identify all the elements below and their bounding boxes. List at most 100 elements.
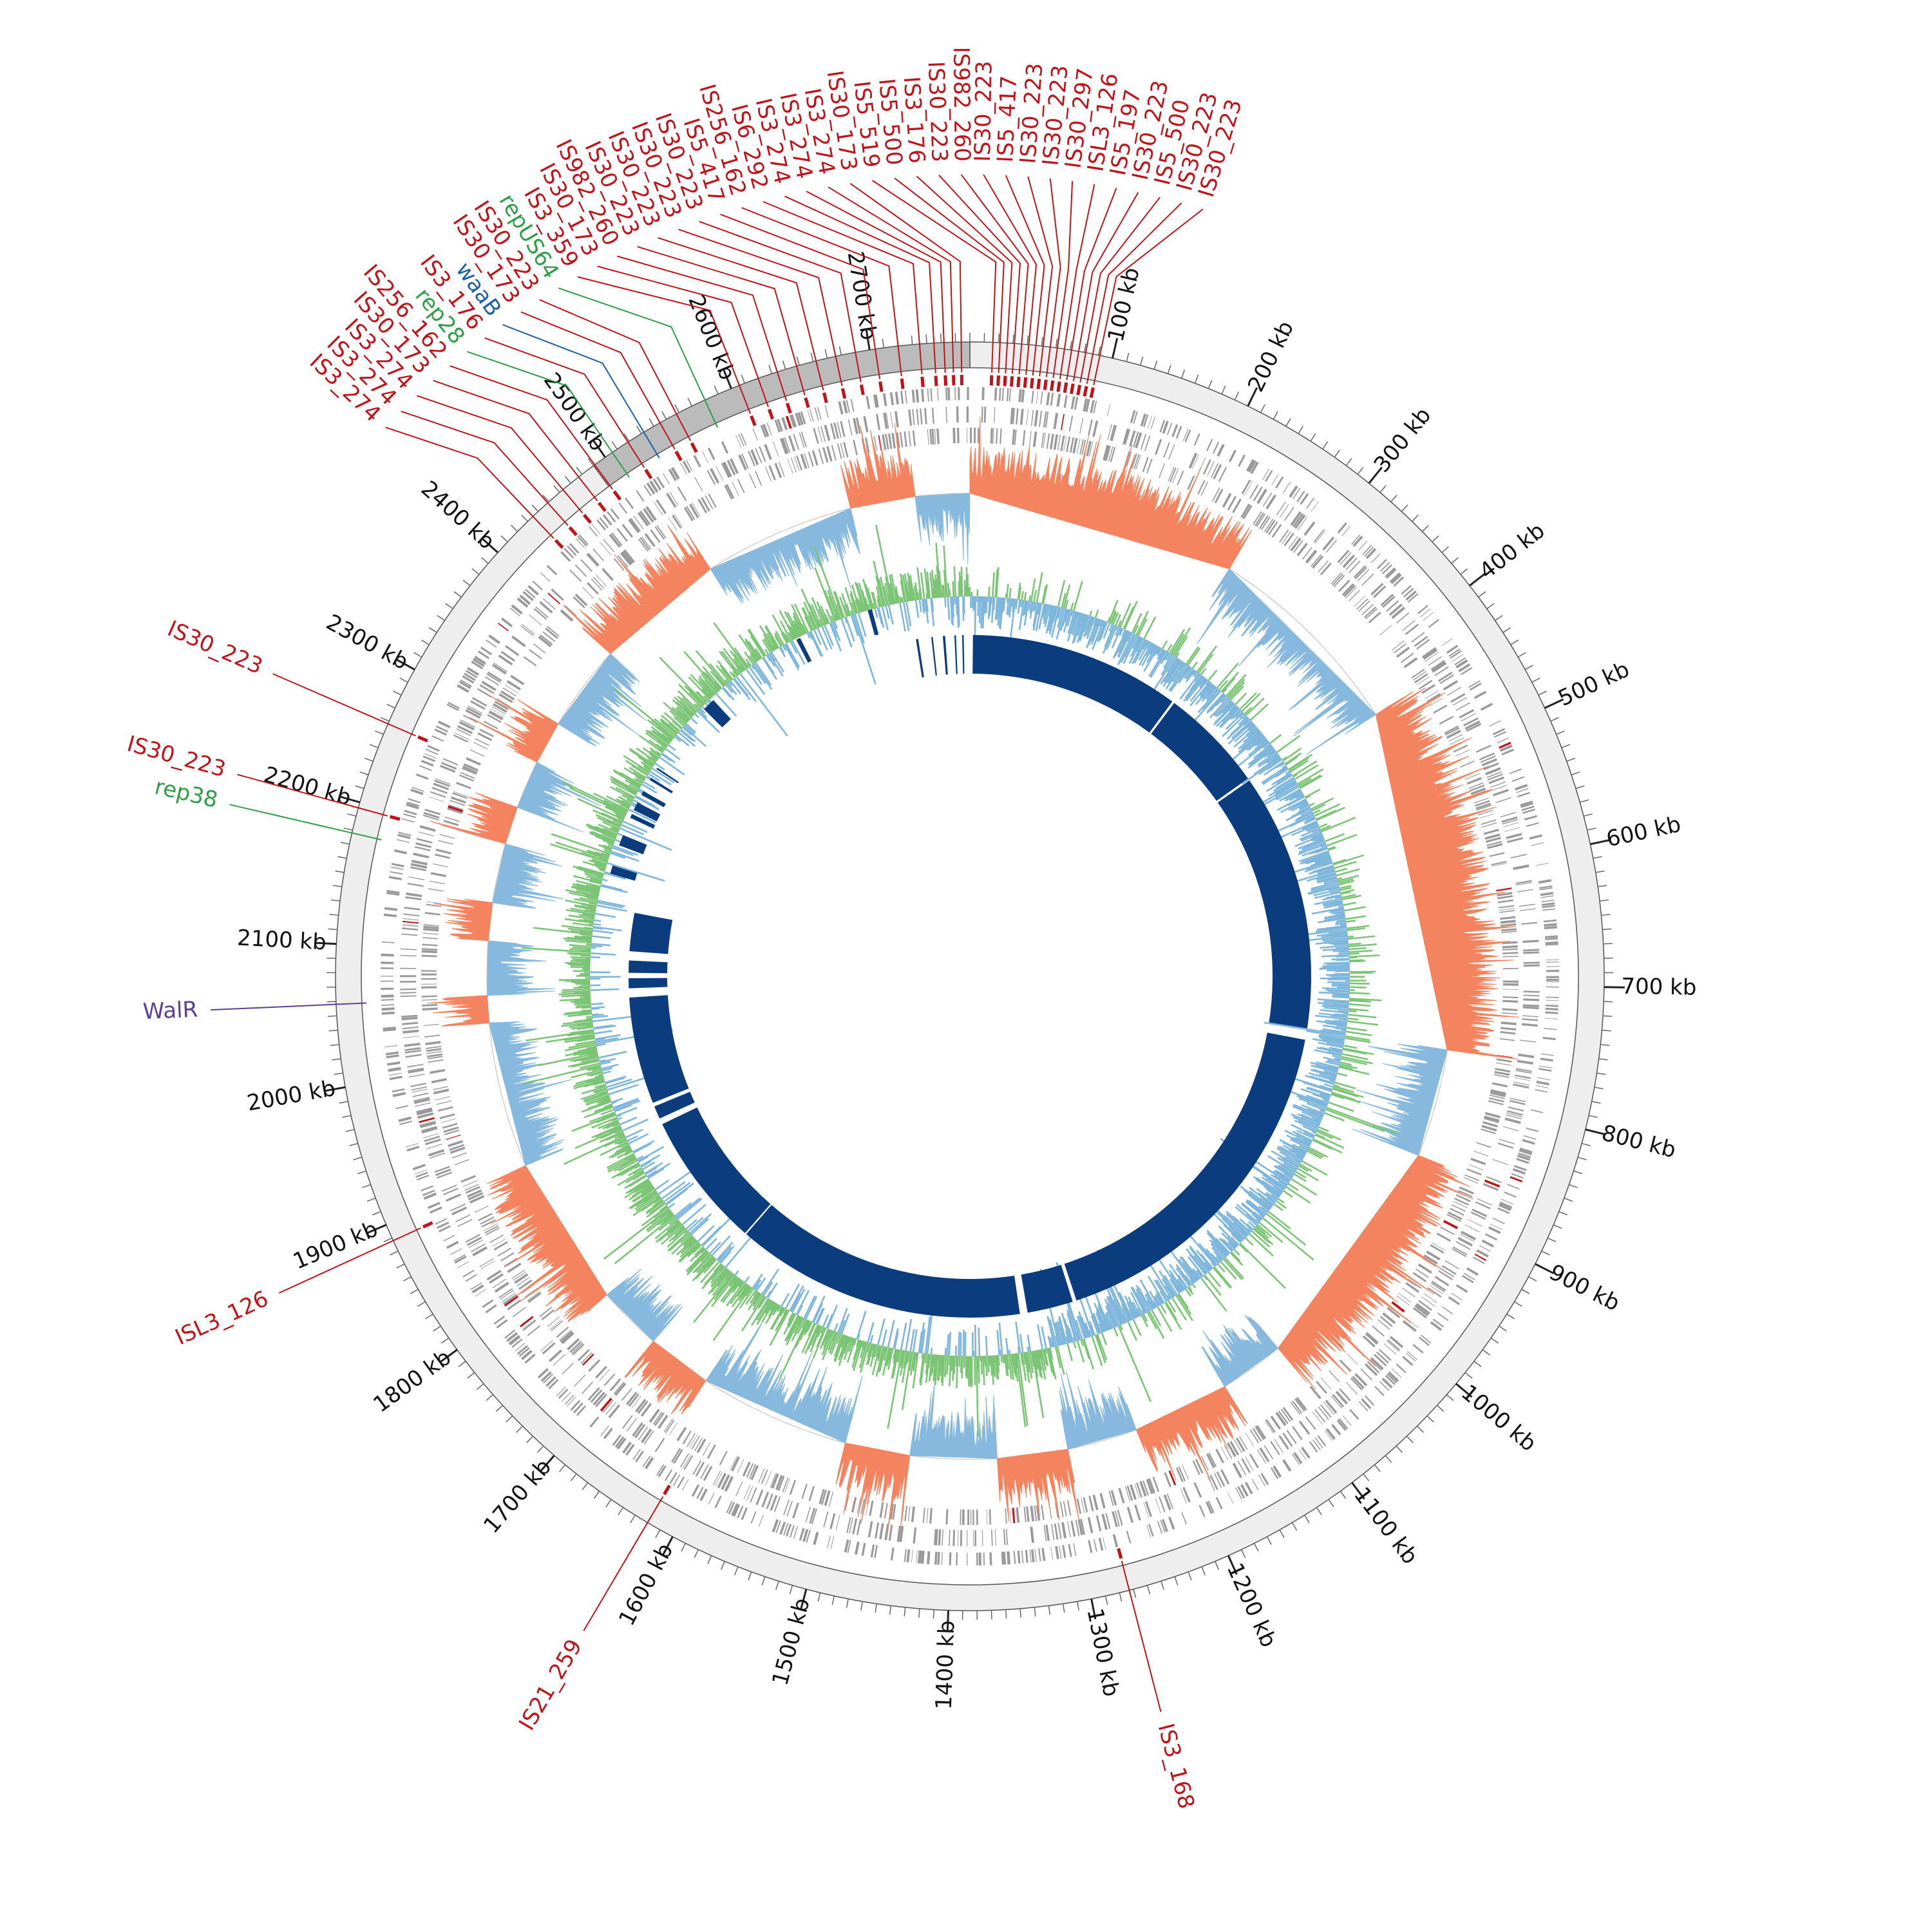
gene-block (408, 876, 425, 880)
gene-block (1028, 431, 1032, 447)
skew-bar (612, 687, 675, 739)
skew-bar (701, 688, 712, 699)
skew-bar (1105, 1318, 1112, 1330)
skew-bar (1203, 682, 1212, 692)
skew-bar (1221, 1232, 1237, 1248)
skew-bar (1226, 1236, 1238, 1247)
skew-bar (617, 833, 623, 837)
skew-bar (1245, 735, 1265, 751)
skew-bar (937, 1354, 940, 1361)
skew-bar (793, 620, 802, 636)
skew-bar (661, 752, 676, 764)
skew-bar (1204, 1262, 1211, 1271)
gene-block (430, 1206, 442, 1214)
gene-block (443, 1188, 459, 1195)
gene-block (772, 441, 779, 457)
skew-bar (739, 1285, 750, 1298)
gene-block (1070, 1520, 1076, 1537)
gene-block (560, 609, 573, 622)
skew-bar (714, 681, 722, 690)
gene-block (1034, 1505, 1037, 1521)
skew-bar (919, 1322, 925, 1354)
gene-block (908, 431, 911, 447)
skew-bar (1300, 1116, 1320, 1126)
gene-block (426, 1050, 442, 1054)
gene-block (1206, 1453, 1215, 1468)
skew-bar (857, 1340, 862, 1352)
gene-block (448, 804, 464, 810)
gene-block (945, 387, 948, 401)
gene-block (1112, 1511, 1118, 1528)
gene-block (635, 1450, 644, 1463)
skew-bar (590, 909, 596, 912)
skew-bar (1201, 685, 1216, 702)
gene-block (1370, 553, 1381, 564)
gene-block (851, 1497, 857, 1513)
gene-block (527, 1291, 540, 1302)
skew-bar (598, 857, 609, 862)
gene-block (1489, 852, 1505, 857)
gene-block (577, 535, 587, 547)
skew-bar (616, 1114, 621, 1118)
gene-block (589, 1416, 600, 1428)
skew-bar (1046, 1316, 1056, 1347)
skew-bar (867, 1343, 873, 1358)
skew-bar (1135, 1310, 1141, 1317)
skew-bar (924, 1353, 927, 1363)
gene-block (1250, 461, 1259, 474)
skew-bar (1332, 949, 1349, 952)
gene-block (480, 646, 493, 656)
skew-bar (741, 1285, 752, 1299)
gene-block (400, 988, 417, 990)
annotation-leader (938, 175, 1021, 374)
skew-bar (1036, 1324, 1044, 1350)
skew-bar (1280, 798, 1307, 813)
skew-bar (747, 629, 766, 657)
gene-block (1215, 1497, 1223, 1510)
gene-block (1519, 1150, 1532, 1155)
skew-bar (1296, 1153, 1304, 1160)
skew-bar (737, 1280, 744, 1287)
skew-bar (885, 605, 890, 620)
skew-bar (1012, 598, 1016, 613)
skew-bar (985, 1356, 988, 1376)
minor-tick (925, 334, 927, 344)
is-marker (785, 402, 792, 414)
skew-bar (595, 1037, 606, 1041)
gene-block (1516, 788, 1529, 793)
skew-bar (1196, 1249, 1213, 1270)
skew-bar (1135, 1288, 1150, 1312)
skew-bar (1240, 1185, 1271, 1210)
skew-bar (1275, 1188, 1283, 1194)
gene-block (1046, 433, 1050, 449)
skew-bar (649, 753, 659, 761)
gene-block (1507, 1184, 1520, 1190)
skew-bar (562, 1019, 593, 1025)
blast-hit (704, 700, 731, 728)
gene-block (707, 448, 715, 460)
gene-block (1036, 1505, 1041, 1521)
gene-block (1506, 833, 1522, 840)
skew-bar (1306, 860, 1332, 870)
skew-bar (744, 1276, 750, 1283)
minor-tick (694, 1549, 699, 1558)
gene-block (652, 1411, 663, 1425)
skew-bar (1253, 744, 1272, 759)
skew-bar (1321, 817, 1356, 833)
skew-bar (1325, 1061, 1340, 1066)
gene-block (510, 674, 525, 685)
gene-block (423, 927, 439, 932)
skew-bar (661, 1181, 686, 1200)
skew-bar (1131, 638, 1146, 665)
gene-block (504, 685, 518, 694)
skew-bar (955, 596, 958, 616)
gene-block (1001, 1551, 1004, 1565)
minor-tick (486, 1394, 494, 1401)
skew-bar (1331, 958, 1350, 961)
minor-tick (1260, 404, 1265, 413)
gene-block (1439, 715, 1454, 725)
skew-bar (1153, 1280, 1168, 1302)
skew-bar (607, 862, 665, 882)
gene-block (1043, 1525, 1047, 1542)
skew-bar (858, 582, 868, 611)
